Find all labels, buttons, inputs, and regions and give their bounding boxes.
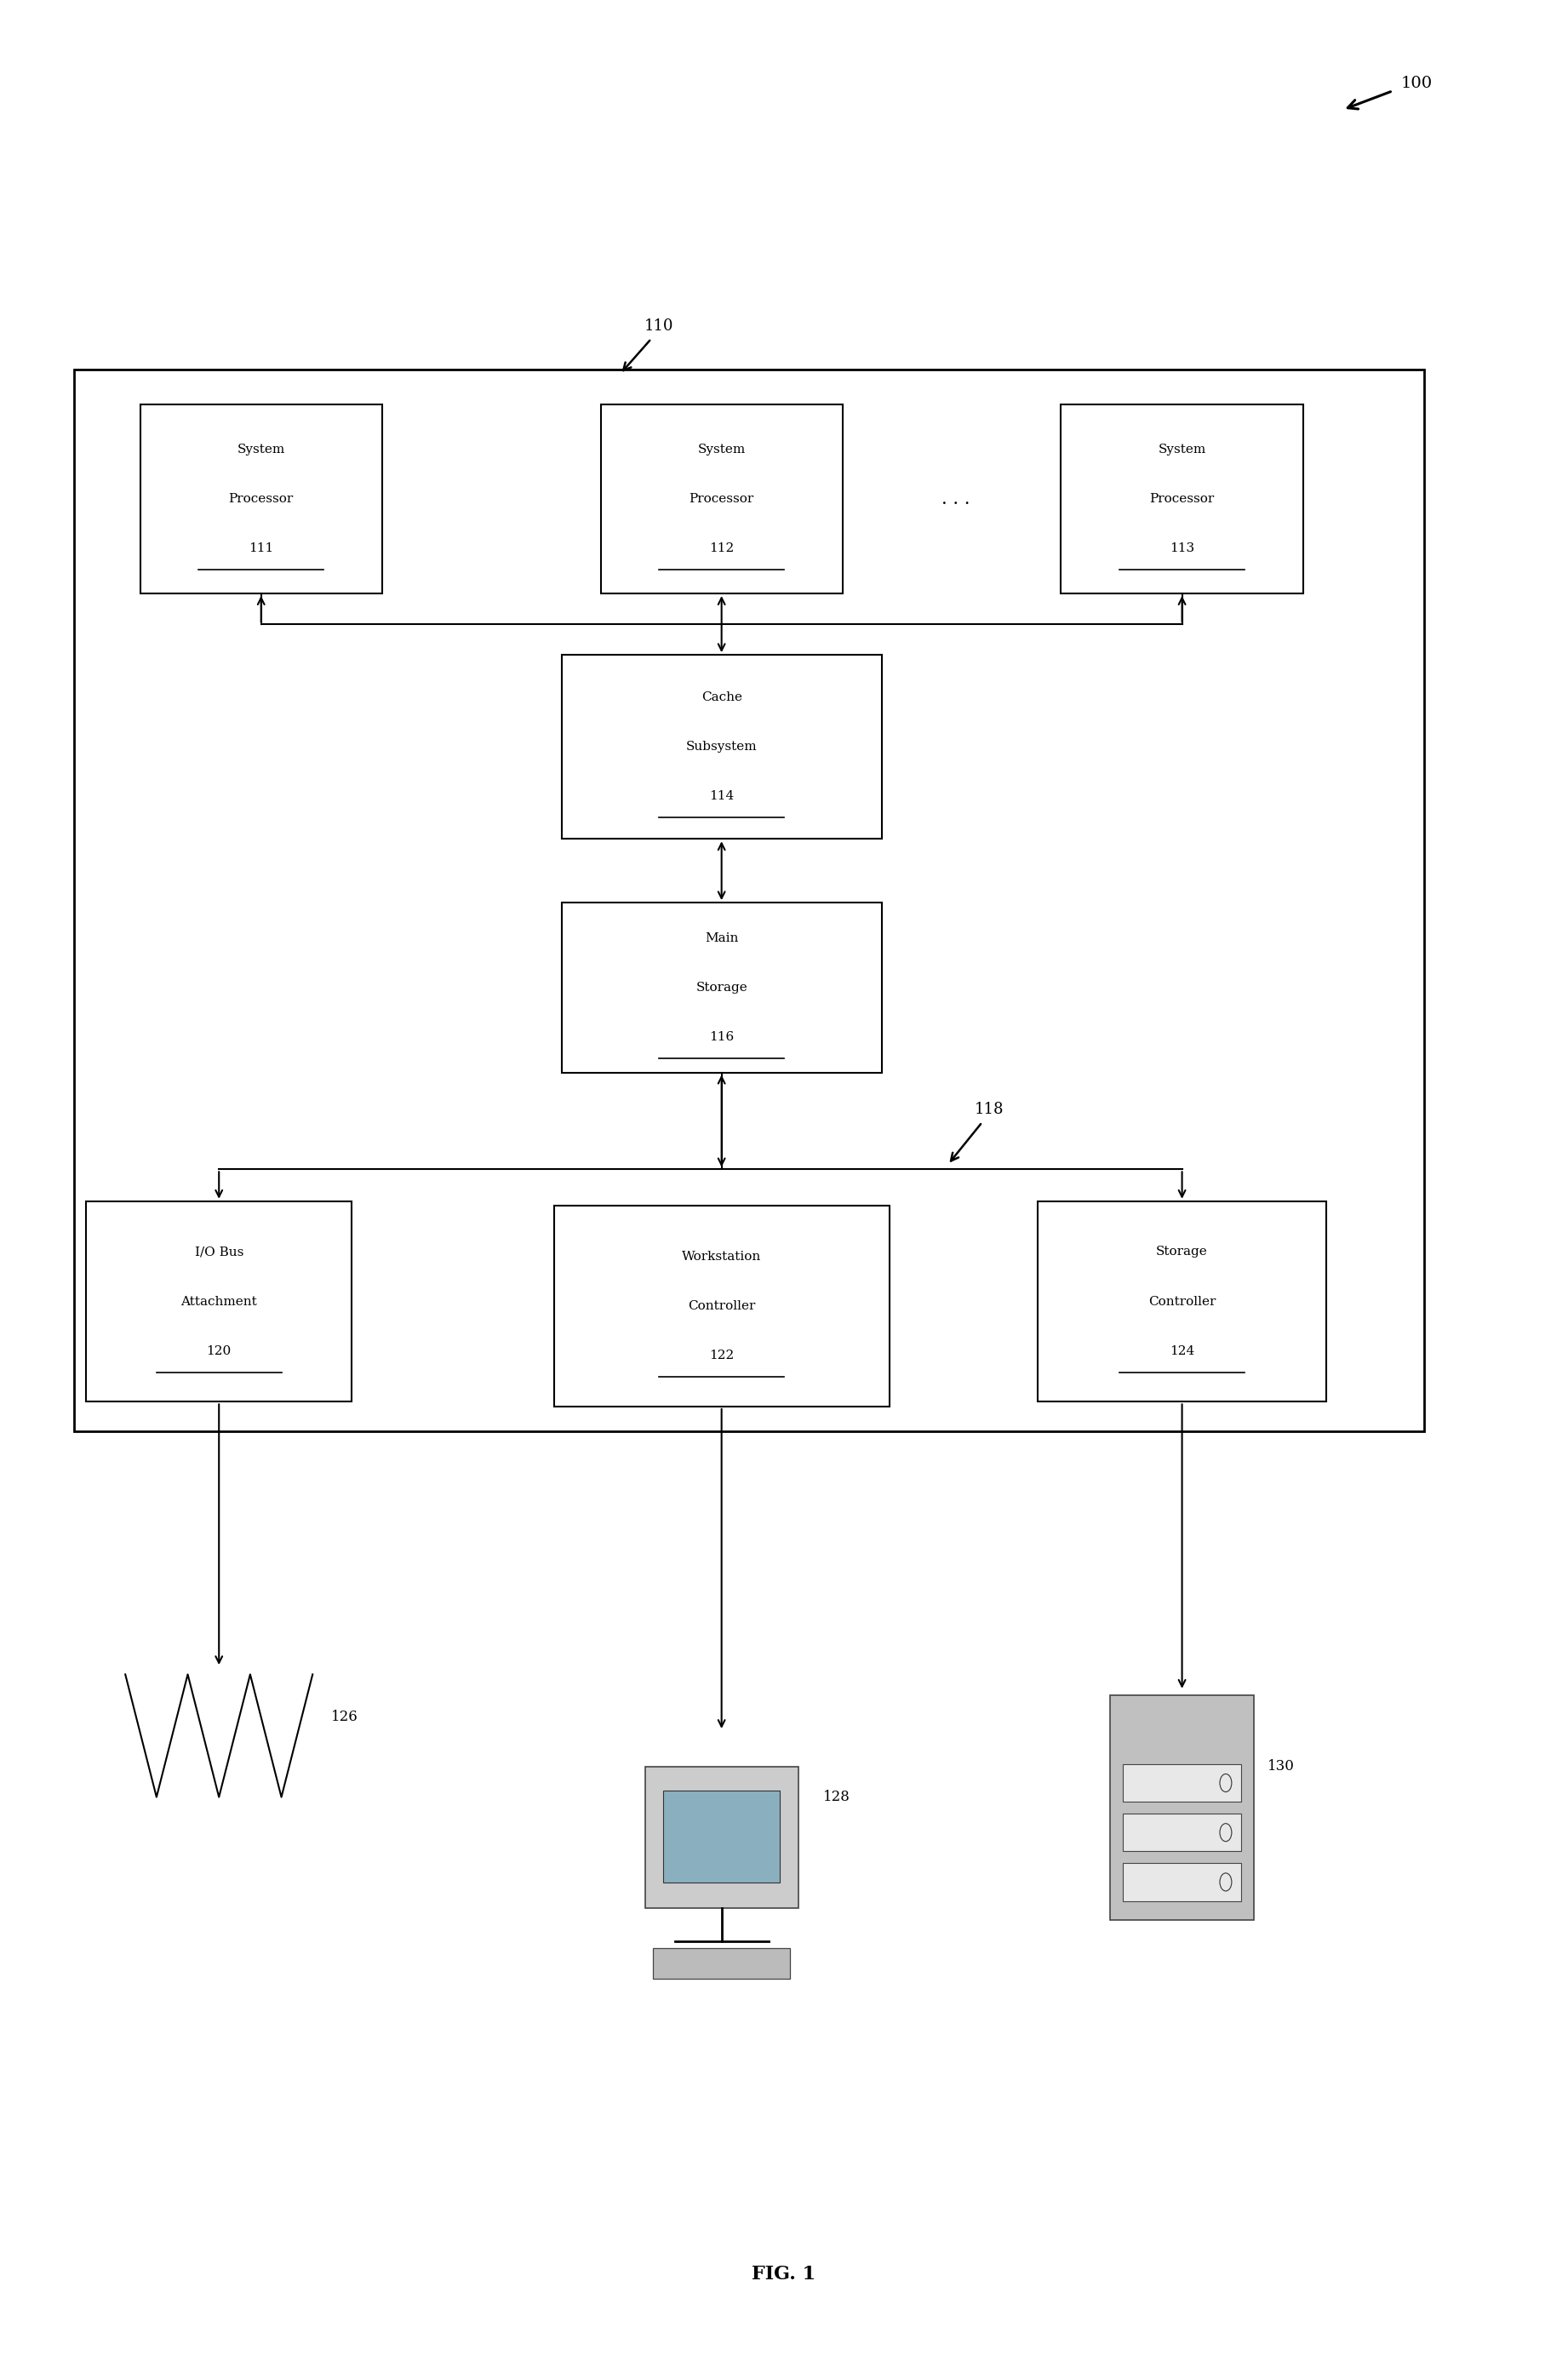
Bar [86, 1200, 351, 1401]
Text: Processor: Processor [229, 492, 293, 504]
Text: I/O Bus: I/O Bus [194, 1245, 243, 1257]
Bar [644, 1766, 798, 1908]
Text: 114: 114 [709, 791, 734, 802]
Text: 126: 126 [331, 1709, 359, 1723]
Text: 110: 110 [644, 320, 674, 334]
Text: 120: 120 [207, 1344, 232, 1356]
Bar [1062, 405, 1303, 594]
Text: 118: 118 [974, 1103, 1004, 1117]
Text: 116: 116 [709, 1032, 734, 1044]
Text: 124: 124 [1170, 1344, 1195, 1356]
Text: 100: 100 [1400, 76, 1432, 92]
Text: 111: 111 [249, 542, 273, 554]
Text: 128: 128 [823, 1789, 850, 1804]
Text: Attachment: Attachment [180, 1295, 257, 1307]
Text: Controller: Controller [1148, 1295, 1215, 1307]
Text: System: System [237, 443, 285, 454]
Text: 113: 113 [1170, 542, 1195, 554]
Bar [1038, 1200, 1327, 1401]
Text: System: System [698, 443, 745, 454]
Text: 122: 122 [709, 1349, 734, 1361]
Bar [663, 1789, 779, 1882]
Bar [601, 405, 842, 594]
Text: Workstation: Workstation [682, 1250, 760, 1262]
Text: Subsystem: Subsystem [685, 741, 757, 753]
Text: Controller: Controller [688, 1299, 756, 1311]
Text: FIG. 1: FIG. 1 [753, 2265, 815, 2284]
Text: Main: Main [704, 933, 739, 944]
Text: Processor: Processor [688, 492, 754, 504]
Text: System: System [1159, 443, 1206, 454]
Bar [74, 369, 1424, 1432]
Bar [1123, 1863, 1242, 1901]
Text: Storage: Storage [1156, 1245, 1207, 1257]
Bar [652, 1948, 790, 1979]
Bar [561, 902, 881, 1072]
Bar [1123, 1813, 1242, 1851]
Text: 130: 130 [1269, 1759, 1295, 1773]
Bar [140, 405, 383, 594]
Bar [554, 1205, 889, 1406]
Text: . . .: . . . [941, 490, 971, 507]
Bar [1123, 1763, 1242, 1801]
Bar [561, 656, 881, 838]
Text: Storage: Storage [696, 982, 748, 994]
Text: 112: 112 [709, 542, 734, 554]
Bar [1110, 1695, 1254, 1920]
Text: Processor: Processor [1149, 492, 1215, 504]
Text: Cache: Cache [701, 691, 742, 703]
